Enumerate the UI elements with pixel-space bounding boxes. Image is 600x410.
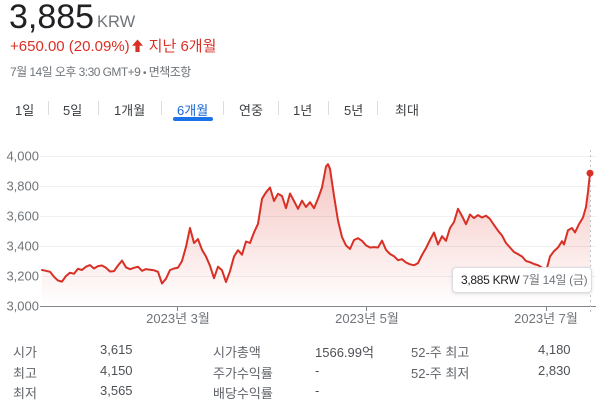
svg-text:2023년 7월: 2023년 7월 bbox=[514, 311, 578, 326]
svg-text:3,400: 3,400 bbox=[6, 239, 39, 254]
svg-text:3,200: 3,200 bbox=[6, 269, 39, 284]
svg-text:3,000: 3,000 bbox=[6, 299, 39, 314]
svg-text:2023년 5월: 2023년 5월 bbox=[335, 311, 399, 326]
svg-text:3,600: 3,600 bbox=[6, 209, 39, 224]
svg-text:4,000: 4,000 bbox=[6, 149, 39, 164]
svg-text:3,800: 3,800 bbox=[6, 179, 39, 194]
svg-text:2023년 3월: 2023년 3월 bbox=[146, 311, 210, 326]
